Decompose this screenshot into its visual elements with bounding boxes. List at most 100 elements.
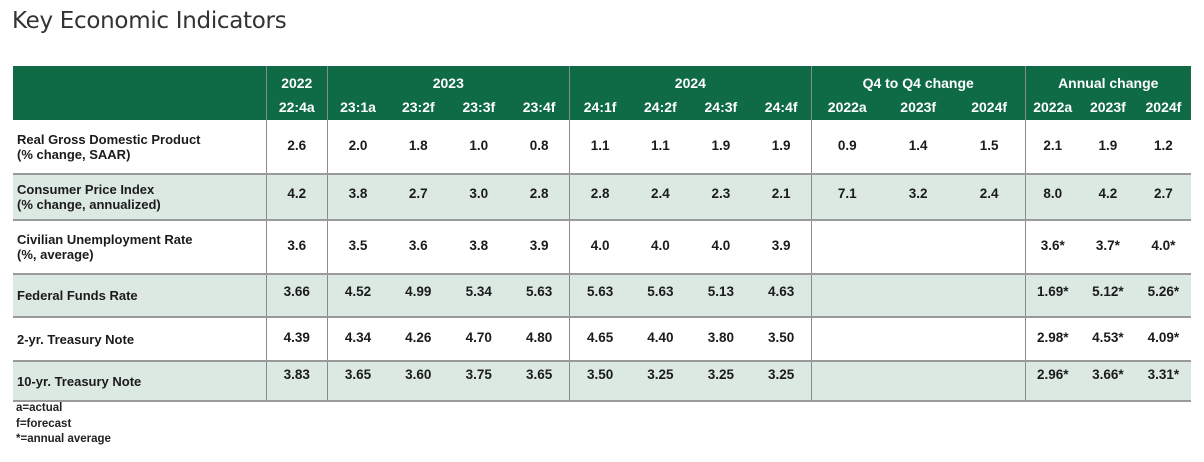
group-header-2022: 2022: [265, 66, 328, 94]
column-header: 2023f: [1079, 94, 1136, 120]
row-label: 2-yr. Treasury Note: [13, 317, 267, 362]
table-cell: 3.25: [751, 361, 812, 402]
table-cell: 3.7*: [1079, 220, 1136, 275]
row-label-main: Consumer Price Index: [17, 182, 155, 197]
table-cell: 1.1: [630, 120, 691, 175]
header-blank: [13, 66, 267, 94]
group-header-2024: 2024: [568, 66, 812, 94]
table-cell: 3.60: [388, 361, 449, 402]
table-cell: 2.98*: [1024, 317, 1080, 362]
table-cell: 1.1: [568, 120, 631, 175]
table-cell: 3.8: [448, 220, 510, 275]
table-cell: 3.66: [265, 274, 328, 318]
table-cell: 3.50: [751, 317, 812, 362]
table-cell: 3.2: [882, 174, 954, 221]
table-row: 10-yr. Treasury Note 3.83 3.65 3.60 3.75 3.65…: [13, 361, 1191, 402]
page-title: Key Economic Indicators: [12, 8, 287, 34]
table-row: Consumer Price Index (% change, annualize…: [13, 174, 1191, 221]
table-cell: 4.53*: [1079, 317, 1136, 362]
table-row: Real Gross Domestic Product (% change, SA…: [13, 120, 1191, 175]
column-header: 24:2f: [630, 94, 691, 120]
table-cell: 1.8: [388, 120, 449, 175]
table-cell: 4.63: [751, 274, 812, 318]
table-cell: 3.83: [265, 361, 328, 402]
table-cell: 3.6: [265, 220, 328, 275]
row-label-main: Real Gross Domestic Product: [17, 131, 201, 147]
table-cell: 0.9: [810, 120, 883, 175]
row-label-main: Federal Funds Rate: [17, 288, 138, 303]
table-cell: 4.26: [388, 317, 449, 362]
footnote: a=actual: [16, 402, 63, 414]
header-blank: [13, 94, 267, 120]
table-cell: 3.65: [509, 361, 570, 402]
row-label: Federal Funds Rate: [13, 274, 267, 318]
column-header: 23:1a: [326, 94, 389, 120]
table-cell: [953, 274, 1025, 318]
table-cell: 1.9: [690, 120, 752, 175]
table-cell: 3.9: [509, 220, 570, 275]
table-cell: 1.69*: [1024, 274, 1080, 318]
row-label: Civilian Unemployment Rate (%, average): [13, 220, 267, 275]
column-header: 2024f: [953, 94, 1025, 120]
table-cell: [810, 220, 883, 275]
table-cell: [882, 361, 954, 402]
table-cell: 3.6: [388, 220, 449, 275]
table-cell: 1.9: [1079, 120, 1136, 175]
table-cell: 1.5: [953, 120, 1025, 175]
table-cell: 3.9: [751, 220, 812, 275]
table-cell: 0.8: [509, 120, 570, 175]
table-cell: 4.0*: [1135, 220, 1191, 275]
table-cell: 7.1: [810, 174, 883, 221]
table-cell: 4.80: [509, 317, 570, 362]
row-label-main: 10-yr. Treasury Note: [17, 373, 142, 389]
row-label: Real Gross Domestic Product (% change, SA…: [13, 120, 267, 175]
column-header: 2022a: [810, 94, 883, 120]
row-label-sub: (% change, SAAR): [17, 146, 131, 162]
table-cell: 3.65: [326, 361, 389, 402]
table-cell: 2.7: [1135, 174, 1191, 221]
table-cell: 2.7: [388, 174, 449, 221]
table-cell: 5.13: [690, 274, 752, 318]
table-cell: [810, 274, 883, 318]
table-row: Civilian Unemployment Rate (%, average) 3.…: [13, 220, 1191, 275]
table-row: Federal Funds Rate 3.66 4.52 4.99 5.34 5.63 5.…: [13, 274, 1191, 318]
table-cell: [953, 317, 1025, 362]
footnotes: a=actual f=forecast *=annual average: [16, 401, 111, 448]
header-subcol-row: 22:4a 23:1a 23:2f 23:3f 23:4f 24:1f 24:2…: [13, 94, 1191, 120]
header-group-row: 2022 2023 2024 Q4 to Q4 change Annual ch…: [13, 66, 1191, 94]
table-cell: 3.5: [326, 220, 389, 275]
row-label-main: Civilian Unemployment Rate: [17, 232, 193, 247]
column-header: 23:2f: [388, 94, 449, 120]
table-cell: [810, 317, 883, 362]
table-cell: [810, 361, 883, 402]
column-header: 2022a: [1024, 94, 1080, 120]
row-label: Consumer Price Index (% change, annualize…: [13, 174, 267, 221]
table-cell: 5.26*: [1135, 274, 1191, 318]
table-cell: 2.4: [630, 174, 691, 221]
row-label-sub: (% change, annualized): [17, 197, 161, 212]
table-cell: [953, 361, 1025, 402]
table-cell: [953, 220, 1025, 275]
table-cell: 3.8: [326, 174, 389, 221]
table-cell: 1.9: [751, 120, 812, 175]
table-cell: 5.63: [568, 274, 631, 318]
table-cell: 4.34: [326, 317, 389, 362]
group-header-q4-change: Q4 to Q4 change: [810, 66, 1025, 94]
table-cell: 3.0: [448, 174, 510, 221]
table-cell: 4.65: [568, 317, 631, 362]
group-header-annual-change: Annual change: [1024, 66, 1191, 94]
table-cell: 1.4: [882, 120, 954, 175]
row-label-main: 2-yr. Treasury Note: [17, 331, 135, 347]
table-cell: 4.70: [448, 317, 510, 362]
column-header: 2024f: [1135, 94, 1191, 120]
table-cell: 3.25: [630, 361, 691, 402]
table-cell: 4.2: [265, 174, 328, 221]
table-cell: 4.09*: [1135, 317, 1191, 362]
row-label-sub: (%, average): [17, 247, 94, 262]
column-header: 22:4a: [265, 94, 328, 120]
table-cell: 4.0: [568, 220, 631, 275]
table-cell: [882, 220, 954, 275]
table-cell: [882, 274, 954, 318]
column-header: 24:4f: [751, 94, 812, 120]
table-cell: 3.31*: [1135, 361, 1191, 402]
